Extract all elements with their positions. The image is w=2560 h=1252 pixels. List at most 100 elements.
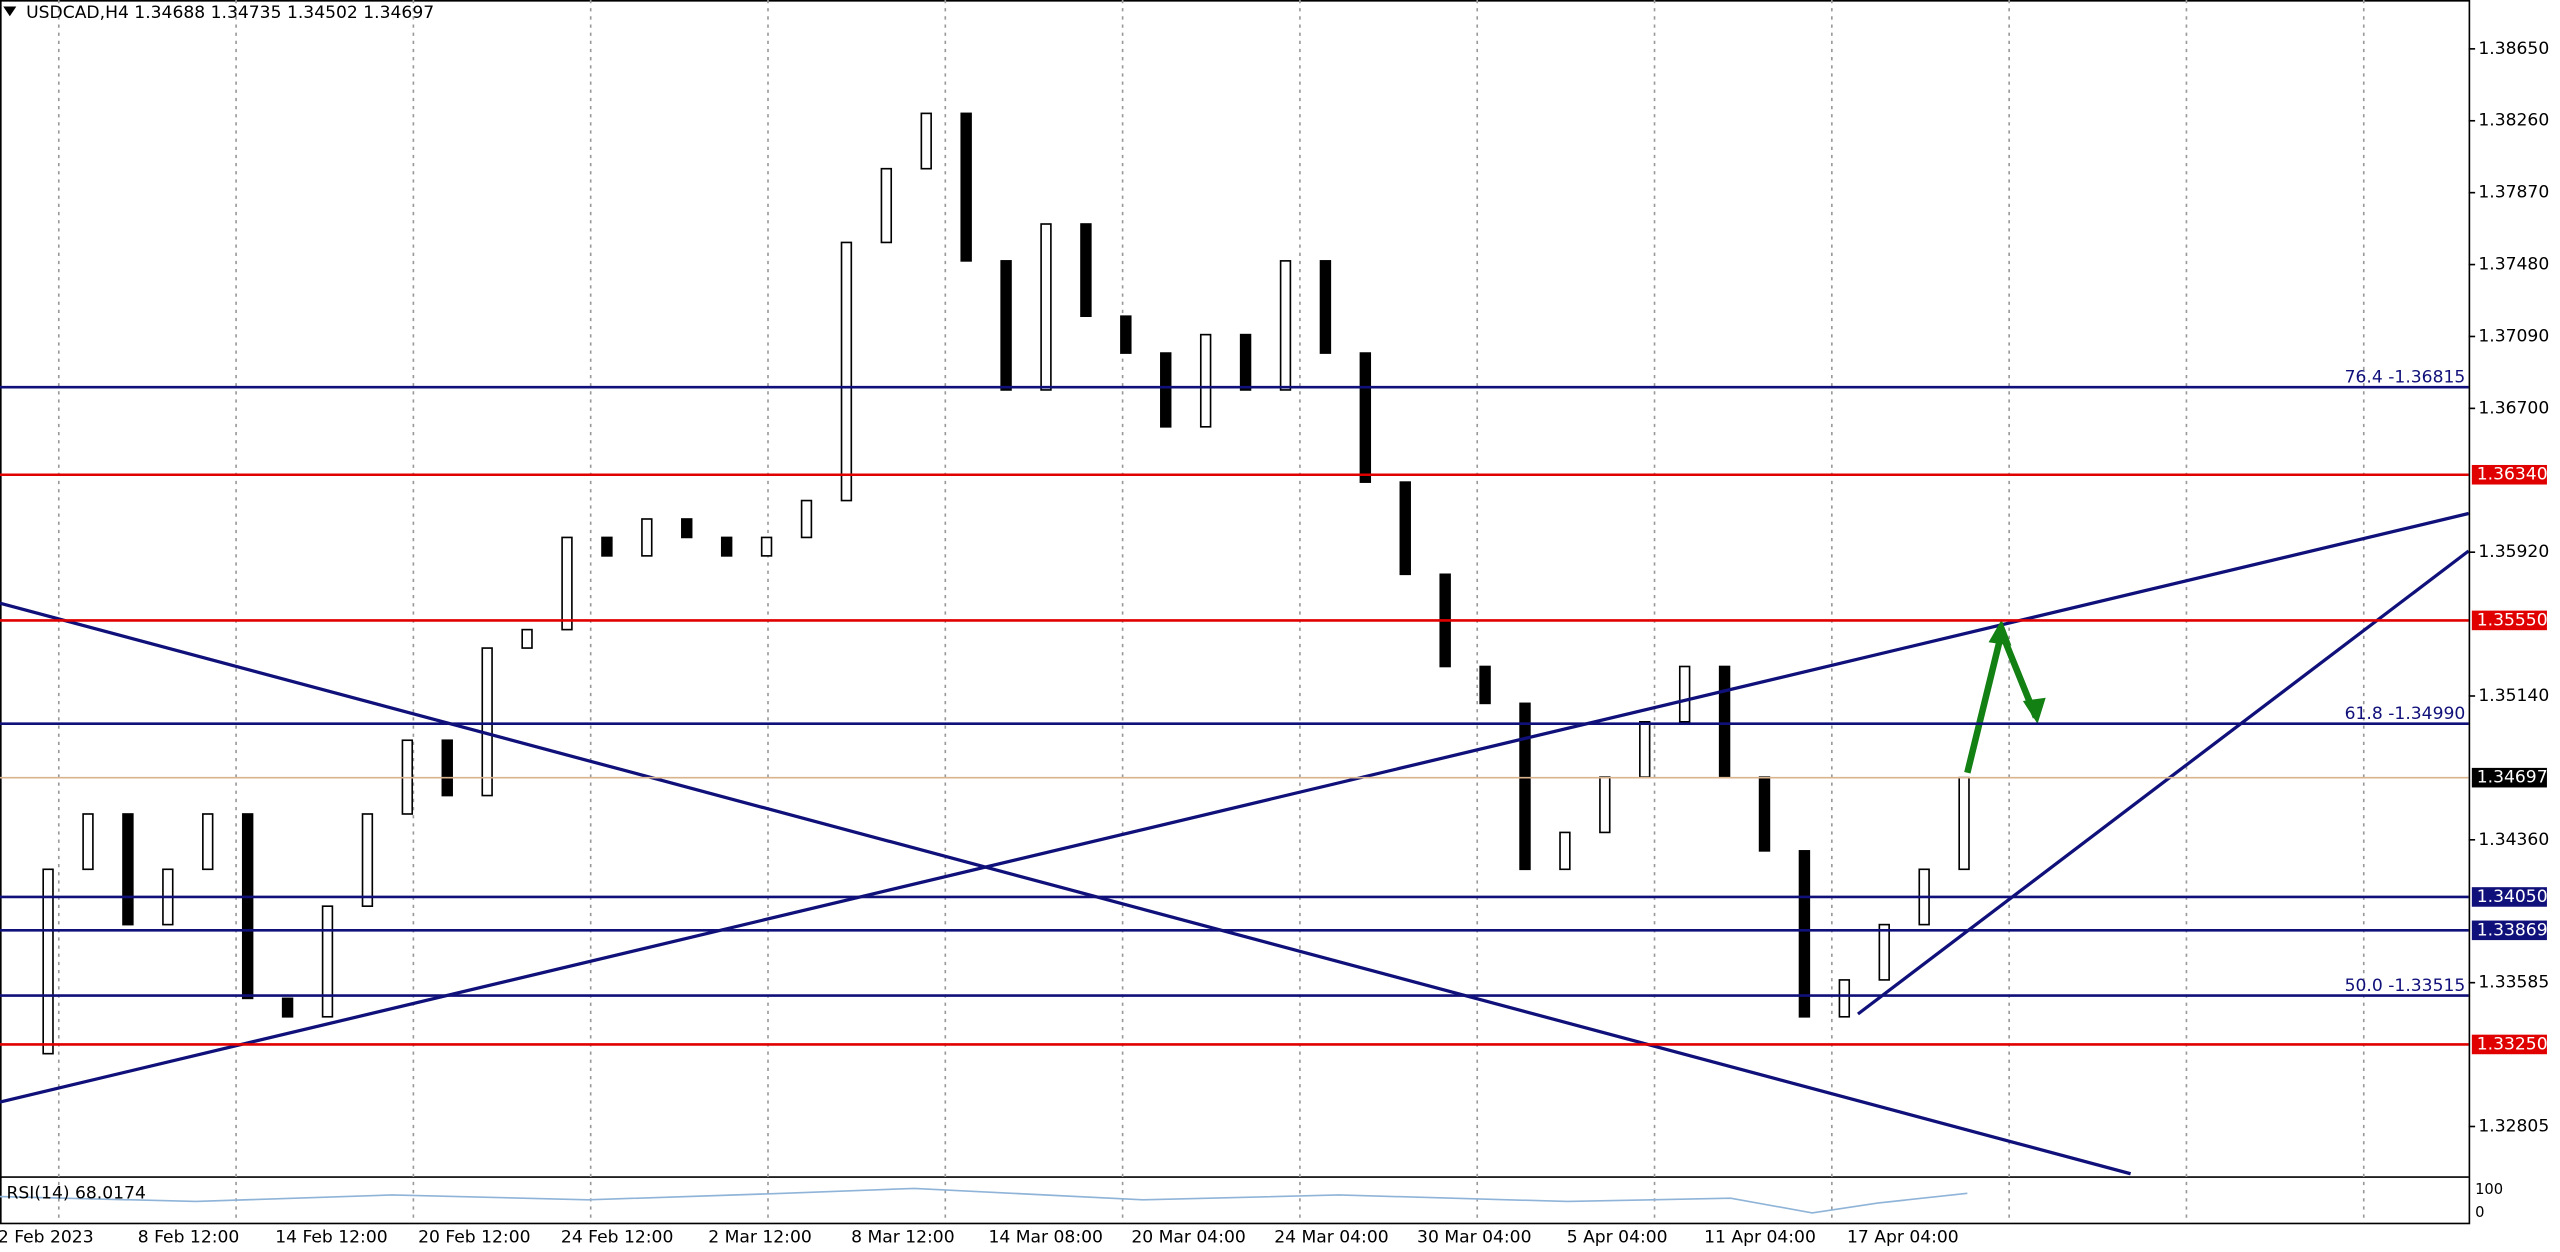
- vertical-grid: [57, 0, 2365, 1223]
- candle: [1359, 352, 1372, 483]
- candle: [202, 813, 214, 871]
- level-box: [2471, 920, 2547, 941]
- candle: [1678, 665, 1691, 723]
- trend-line: [0, 601, 2132, 1176]
- candle: [1758, 776, 1771, 852]
- arrow-head: [1988, 619, 2012, 646]
- y-tick-label: 1.38650: [2478, 39, 2549, 59]
- x-tick-label: 8 Feb 12:00: [138, 1227, 240, 1247]
- plot-frame: [0, 0, 2471, 1225]
- level-label: 50.0 -1.33515: [2345, 976, 2466, 996]
- candle: [920, 112, 932, 170]
- candle: [1639, 720, 1651, 778]
- candle: [1080, 223, 1092, 318]
- trend-line: [1856, 549, 2470, 1016]
- current-price-box: [2471, 767, 2547, 788]
- level-label: 1.33250: [2477, 1034, 2548, 1054]
- level-label: 61.8 -1.34990: [2345, 704, 2466, 724]
- x-tick-label: 30 Mar 04:00: [1417, 1227, 1531, 1247]
- rsi-line: [0, 1187, 1968, 1214]
- x-tick-label: 20 Mar 04:00: [1131, 1227, 1245, 1247]
- y-tick-label: 1.36700: [2478, 398, 2549, 418]
- y-tick-label: 1.35920: [2478, 542, 2549, 562]
- candle: [1040, 223, 1052, 391]
- y-tick-label: 1.33585: [2478, 973, 2549, 993]
- candle: [720, 536, 733, 557]
- y-tick-label: 1.38260: [2478, 111, 2549, 131]
- menu-arrow: [3, 6, 17, 17]
- y-tick-label: 1.34360: [2478, 830, 2549, 850]
- x-tick-label: 17 Apr 04:00: [1847, 1227, 1959, 1247]
- level-label: 1.33869: [2477, 920, 2548, 940]
- candle: [880, 167, 893, 244]
- candle: [361, 813, 374, 907]
- level-box: [2471, 610, 2547, 631]
- header-title: USDCAD,H4 1.34688 1.34735 1.34502 1.3469…: [26, 3, 434, 23]
- candle: [1798, 850, 1811, 1018]
- level-label: 1.34050: [2477, 887, 2548, 907]
- x-tick-label: 20 Feb 12:00: [418, 1227, 530, 1247]
- candle: [1199, 333, 1212, 428]
- candle: [1718, 665, 1731, 778]
- level-label: 1.35550: [2477, 610, 2548, 630]
- y-tick-label: 1.32805: [2478, 1117, 2549, 1137]
- x-tick-label: 24 Feb 12:00: [561, 1227, 673, 1247]
- candle: [760, 536, 773, 557]
- candle: [1479, 665, 1491, 705]
- x-tick-label: 8 Mar 12:00: [851, 1227, 955, 1247]
- x-tick-label: 24 Mar 04:00: [1274, 1227, 1388, 1247]
- candle: [42, 868, 54, 1055]
- current-price-label: 1.34697: [2477, 768, 2548, 788]
- candle: [561, 536, 573, 631]
- candle: [1878, 923, 1890, 981]
- level-label: 1.36340: [2477, 465, 2548, 485]
- candle: [601, 536, 613, 557]
- candle: [321, 905, 334, 1018]
- level-box: [2471, 464, 2547, 485]
- x-tick-label: 2 Mar 12:00: [708, 1227, 812, 1247]
- y-tick-label: 1.35140: [2478, 686, 2549, 706]
- candle: [481, 647, 493, 797]
- candle: [960, 112, 972, 262]
- arrow-head: [2022, 697, 2046, 724]
- candle: [840, 241, 853, 502]
- level-label: 76.4 -1.36815: [2345, 367, 2466, 387]
- candle: [1559, 831, 1571, 871]
- candle: [1000, 260, 1012, 391]
- candle: [1838, 979, 1851, 1018]
- candle: [281, 997, 294, 1018]
- candle: [241, 813, 254, 1000]
- candle: [1279, 260, 1292, 391]
- candle: [1519, 702, 1531, 871]
- x-tick-label: 5 Apr 04:00: [1567, 1227, 1668, 1247]
- candle: [1319, 260, 1332, 354]
- y-tick-label: 1.37870: [2478, 183, 2549, 203]
- y-tick-label: 1.37090: [2478, 326, 2549, 346]
- candle: [1958, 776, 1970, 871]
- candle: [1239, 333, 1252, 391]
- candle: [1160, 352, 1172, 428]
- indicator-tick-label: 100: [2475, 1181, 2503, 1198]
- candle: [441, 739, 453, 797]
- candle: [800, 499, 813, 539]
- level-box: [2471, 887, 2547, 907]
- candle: [1599, 776, 1611, 834]
- candle: [681, 518, 693, 539]
- candle: [1399, 481, 1411, 576]
- candle: [82, 813, 94, 871]
- y-tick-label: 1.37480: [2478, 255, 2549, 275]
- candle: [521, 628, 533, 649]
- trend-line: [0, 511, 2469, 1104]
- x-tick-label: 14 Mar 08:00: [988, 1227, 1102, 1247]
- x-tick-label: 2 Feb 2023: [0, 1227, 94, 1247]
- indicator-tick-label: 0: [2475, 1204, 2484, 1221]
- x-tick-label: 11 Apr 04:00: [1704, 1227, 1816, 1247]
- candle: [1120, 315, 1132, 354]
- indicator-label: RSI(14) 68.0174: [7, 1183, 146, 1203]
- x-tick-label: 14 Feb 12:00: [275, 1227, 387, 1247]
- level-box: [2471, 1034, 2547, 1055]
- candle: [122, 813, 134, 926]
- candle: [641, 518, 653, 557]
